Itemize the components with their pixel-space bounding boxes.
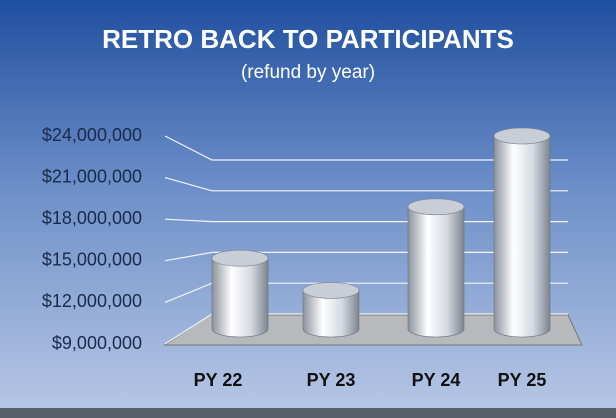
- y-tick-label: $15,000,000: [42, 250, 142, 270]
- cylinder-top: [407, 198, 465, 216]
- y-tick-label: $9,000,000: [52, 333, 142, 353]
- cylinder-body: [302, 290, 360, 338]
- cylinder-body: [407, 206, 465, 338]
- x-tick-label: PY 22: [194, 370, 243, 390]
- y-tick-label: $24,000,000: [42, 125, 142, 145]
- x-tick-label: PY 25: [498, 370, 547, 390]
- bar: [211, 249, 269, 338]
- grid-line: [164, 177, 568, 192]
- x-tick-label: PY 23: [307, 370, 356, 390]
- y-tick-label: $21,000,000: [42, 166, 142, 186]
- x-tick-label: PY 24: [412, 370, 461, 390]
- cylinder-body: [493, 135, 551, 338]
- cylinder-top: [211, 249, 269, 267]
- grid-line: [164, 135, 568, 161]
- bar: [407, 198, 465, 338]
- chart-title: RETRO BACK TO PARTICIPANTS: [102, 24, 514, 54]
- chart-subtitle: (refund by year): [241, 62, 375, 83]
- bottom-bar: [0, 408, 616, 418]
- cylinder-top: [302, 282, 360, 299]
- cylinder-body: [211, 257, 269, 338]
- y-tick-label: $12,000,000: [42, 291, 142, 311]
- bar: [493, 127, 551, 338]
- cylinder-top: [493, 127, 551, 145]
- bar: [302, 282, 360, 338]
- y-tick-label: $18,000,000: [42, 208, 142, 228]
